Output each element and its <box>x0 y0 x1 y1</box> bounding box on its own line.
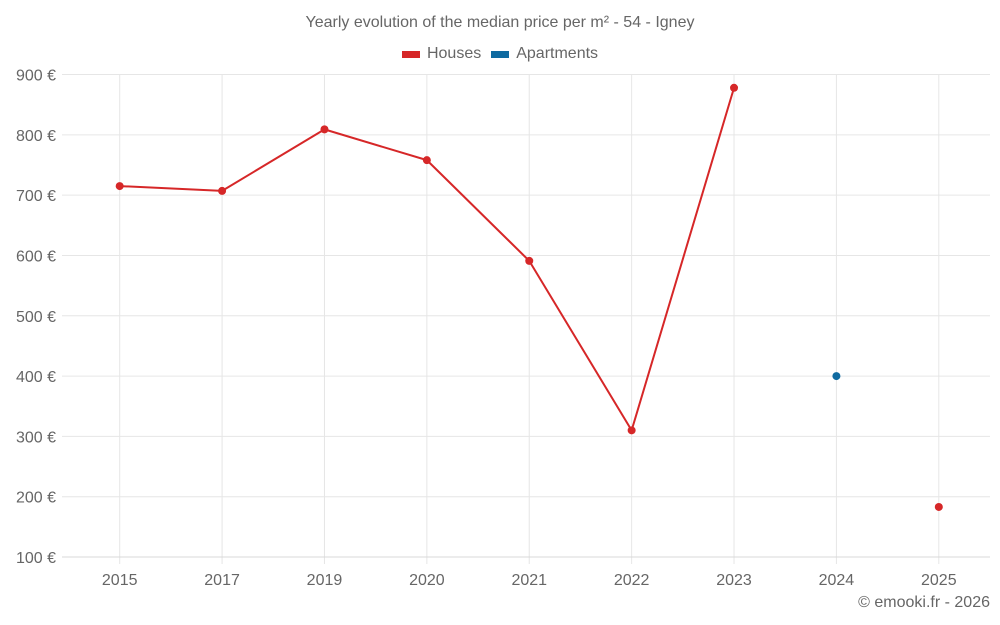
x-tick-label: 2021 <box>511 572 547 589</box>
y-tick-label: 800 € <box>16 128 56 145</box>
legend-item-apartments[interactable]: Apartments <box>491 45 598 63</box>
data-point[interactable] <box>525 256 534 265</box>
data-point[interactable] <box>218 186 227 195</box>
credit-text: © emooki.fr - 2026 <box>858 594 990 611</box>
data-point[interactable] <box>934 502 943 511</box>
y-tick-label: 600 € <box>16 248 56 265</box>
y-gridlines <box>62 74 990 498</box>
x-tick-label: 2017 <box>204 572 240 589</box>
x-gridlines <box>119 74 940 564</box>
legend-swatch-apartments-icon <box>491 50 510 58</box>
y-axis-labels: 100 € 200 € 300 € 400 € 500 € 600 € 700 € 800 €… <box>16 68 56 568</box>
legend-item-houses[interactable]: Houses <box>401 45 482 63</box>
legend-label-houses: Houses <box>426 45 482 62</box>
data-point[interactable] <box>832 372 841 381</box>
data-point[interactable] <box>730 83 739 92</box>
chart-legend: Houses Apartments <box>0 45 1000 63</box>
x-tick-label: 2015 <box>102 572 138 589</box>
x-tick-label: 2023 <box>716 572 752 589</box>
series-houses <box>115 83 943 511</box>
data-point[interactable] <box>422 156 431 165</box>
y-tick-label: 300 € <box>16 429 56 446</box>
legend-label-apartments: Apartments <box>516 45 599 62</box>
x-tick-label: 2020 <box>409 572 445 589</box>
x-tick-label: 2024 <box>819 572 855 589</box>
data-point[interactable] <box>115 182 124 191</box>
data-point[interactable] <box>627 426 636 435</box>
legend-swatch-houses-icon <box>401 50 420 58</box>
x-axis-labels: 2015 2017 2019 2020 2021 2022 2023 2024 2025 <box>102 572 957 589</box>
chart-title: Yearly evolution of the median price per… <box>305 14 695 31</box>
data-point[interactable] <box>320 125 329 134</box>
y-tick-label: 400 € <box>16 369 56 386</box>
series-layer <box>115 83 943 511</box>
x-tick-label: 2025 <box>921 572 957 589</box>
y-tick-label: 700 € <box>16 188 56 205</box>
series-apartments <box>832 372 841 381</box>
y-tick-label: 200 € <box>16 490 56 507</box>
y-tick-label: 500 € <box>16 309 56 326</box>
x-tick-label: 2022 <box>614 572 650 589</box>
y-tick-label: 900 € <box>16 68 56 85</box>
y-tick-label: 100 € <box>16 550 56 567</box>
x-tick-label: 2019 <box>307 572 343 589</box>
